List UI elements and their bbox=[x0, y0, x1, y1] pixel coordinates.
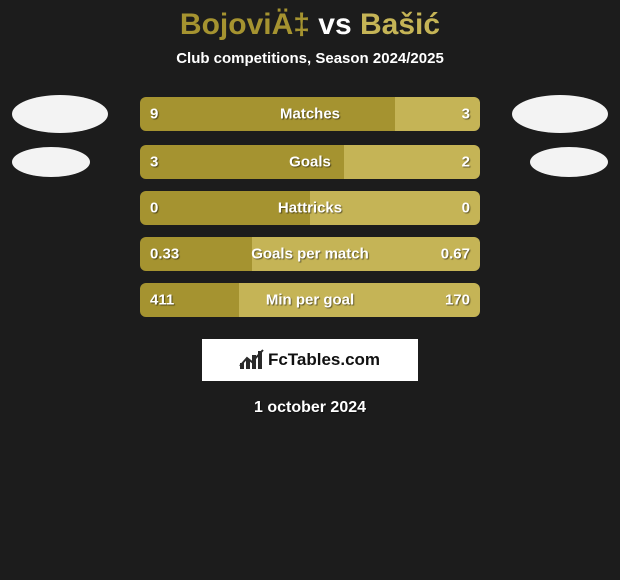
comparison-bar: 411 170 Min per goal bbox=[140, 283, 480, 317]
stat-label: Matches bbox=[280, 106, 340, 123]
title-right-player: Bašić bbox=[360, 8, 440, 41]
stat-value-right: 0 bbox=[462, 200, 470, 217]
subtitle: Club competitions, Season 2024/2025 bbox=[0, 50, 620, 67]
comparison-bar: 9 3 Matches bbox=[140, 97, 480, 131]
stat-value-right: 3 bbox=[462, 106, 470, 123]
branding-text: FcTables.com bbox=[268, 350, 380, 370]
comparison-bar: 0.33 0.67 Goals per match bbox=[140, 237, 480, 271]
player-avatar-right bbox=[512, 95, 608, 133]
page-title: BojoviÄ‡ vs Bašić bbox=[0, 8, 620, 42]
stat-value-right: 2 bbox=[462, 154, 470, 171]
stat-value-left: 9 bbox=[150, 106, 158, 123]
stat-row: 3 2 Goals bbox=[0, 145, 620, 179]
comparison-card: BojoviÄ‡ vs Bašić Club competitions, Sea… bbox=[0, 0, 620, 417]
stat-value-right: 170 bbox=[445, 292, 470, 309]
generated-date: 1 october 2024 bbox=[0, 399, 620, 417]
player-avatar-left bbox=[12, 147, 90, 177]
title-left-player: BojoviÄ‡ bbox=[180, 8, 310, 41]
bar-segment-right: 2 bbox=[344, 145, 480, 179]
stat-row: 411 170 Min per goal bbox=[0, 283, 620, 317]
stat-row: 0 0 Hattricks bbox=[0, 191, 620, 225]
bar-segment-left: 411 bbox=[140, 283, 239, 317]
avatar-slot-right bbox=[480, 147, 620, 177]
stat-row: 9 3 Matches bbox=[0, 95, 620, 133]
stat-row: 0.33 0.67 Goals per match bbox=[0, 237, 620, 271]
player-avatar-right bbox=[530, 147, 608, 177]
bar-segment-left: 0.33 bbox=[140, 237, 252, 271]
branding-badge[interactable]: FcTables.com bbox=[202, 339, 418, 381]
stat-value-left: 0 bbox=[150, 200, 158, 217]
stat-value-left: 0.33 bbox=[150, 246, 179, 263]
avatar-slot-right bbox=[480, 95, 620, 133]
comparison-bar: 3 2 Goals bbox=[140, 145, 480, 179]
avatar-slot-left bbox=[0, 95, 140, 133]
bar-segment-right: 3 bbox=[395, 97, 480, 131]
brand-chart-icon bbox=[240, 351, 262, 369]
stat-value-left: 3 bbox=[150, 154, 158, 171]
bar-segment-left: 9 bbox=[140, 97, 395, 131]
stat-rows: 9 3 Matches 3 2 Goals 0 0 Hattricks 0.33 0.67 Goals… bbox=[0, 95, 620, 317]
stat-label: Min per goal bbox=[266, 292, 354, 309]
stat-label: Goals per match bbox=[251, 246, 369, 263]
stat-label: Hattricks bbox=[278, 200, 342, 217]
stat-value-right: 0.67 bbox=[441, 246, 470, 263]
player-avatar-left bbox=[12, 95, 108, 133]
title-vs: vs bbox=[318, 8, 351, 41]
avatar-slot-left bbox=[0, 147, 140, 177]
comparison-bar: 0 0 Hattricks bbox=[140, 191, 480, 225]
stat-value-left: 411 bbox=[150, 292, 174, 309]
stat-label: Goals bbox=[289, 154, 331, 171]
